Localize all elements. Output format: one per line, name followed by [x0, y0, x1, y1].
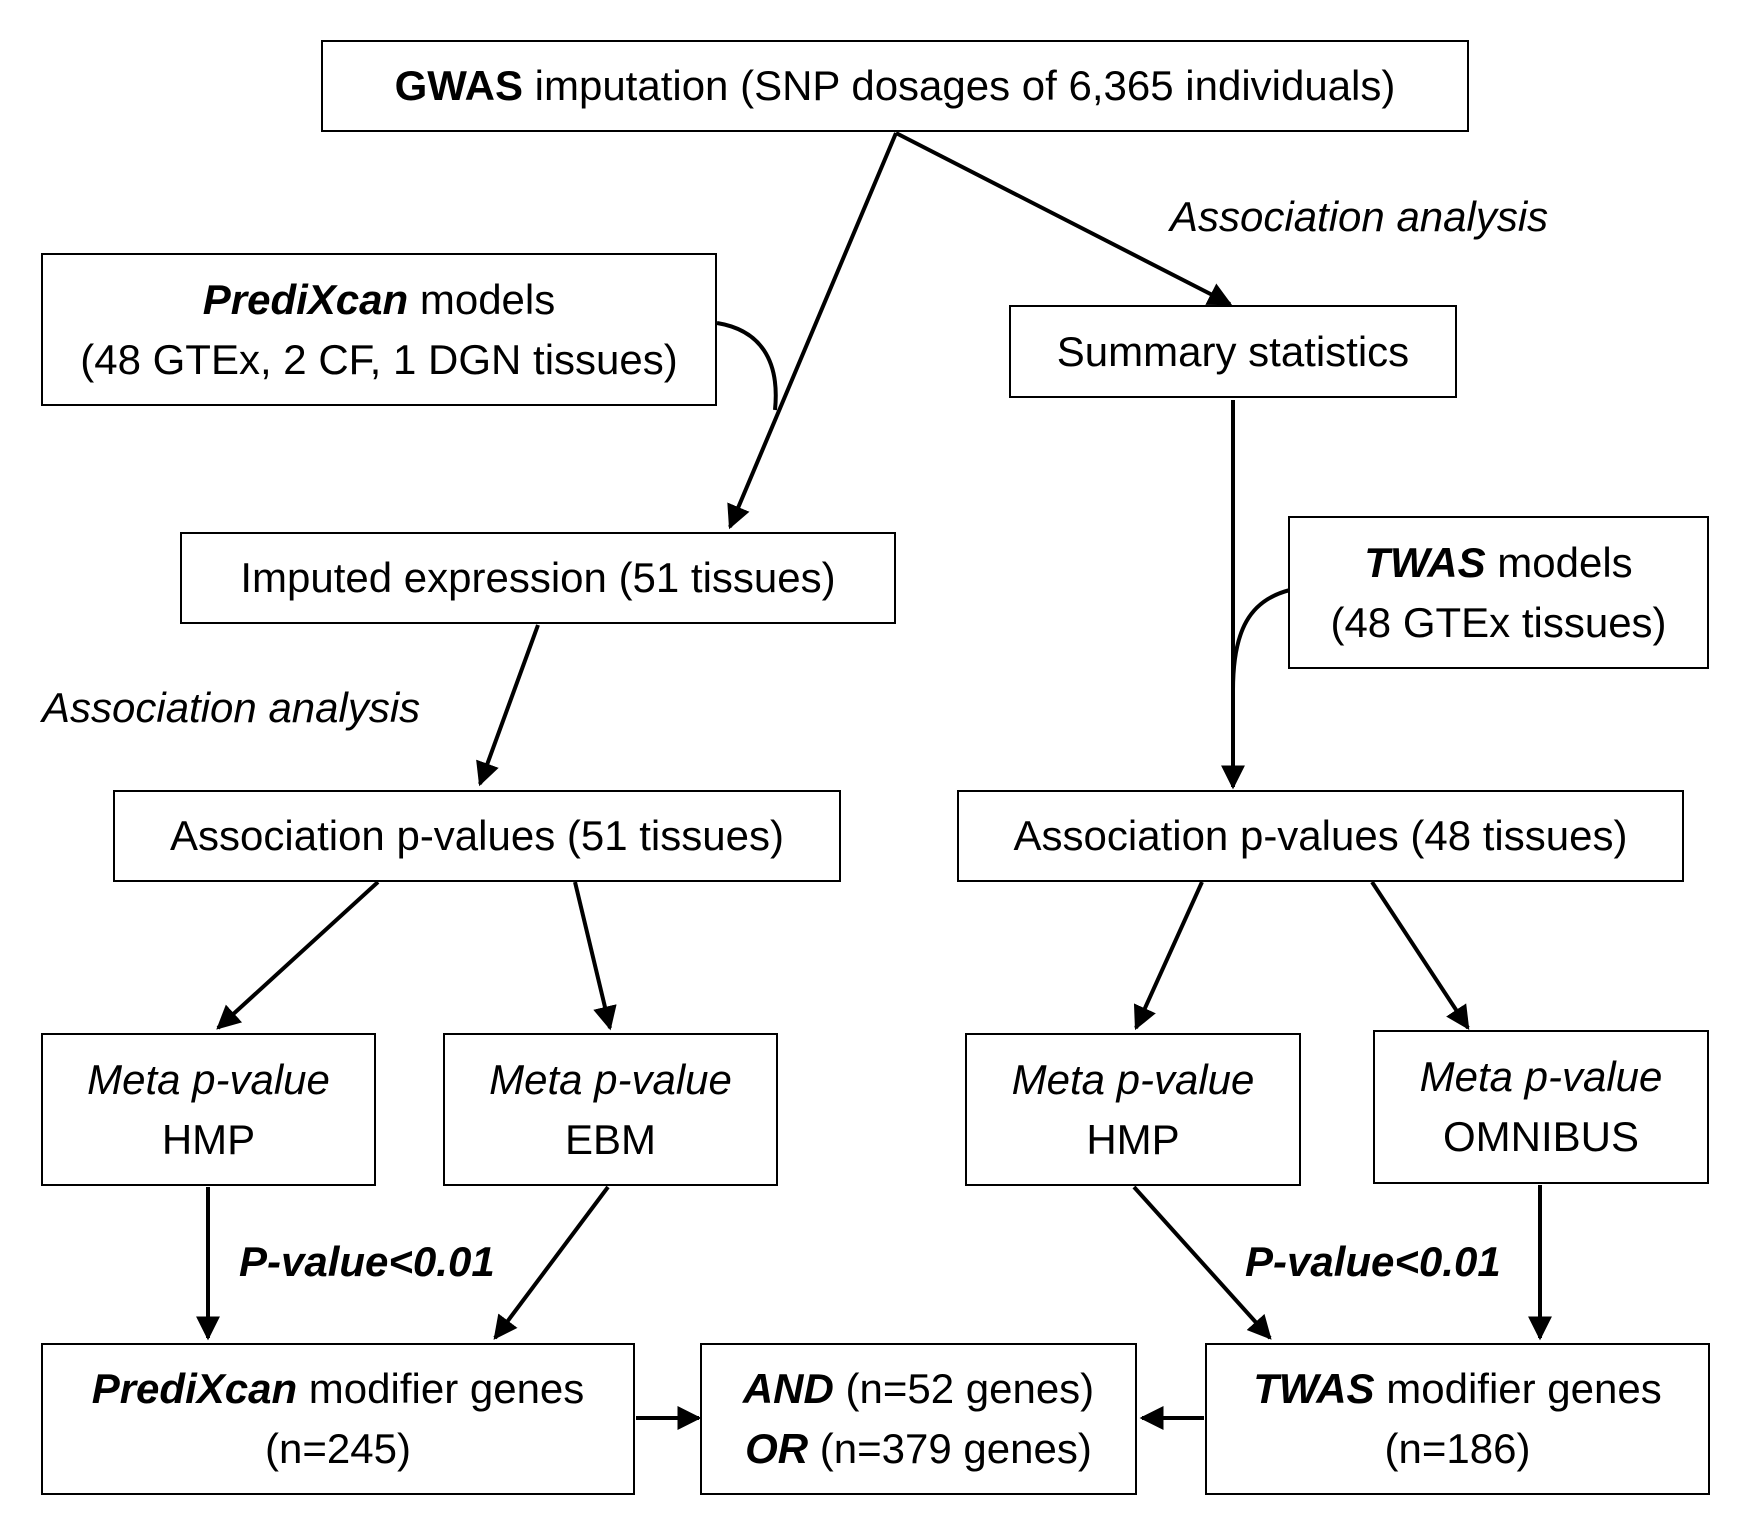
pvalue-threshold-label-right: P-value<0.01	[1245, 1238, 1501, 1285]
association-pvalues-right-box: Association p-values (48 tissues)	[957, 790, 1684, 882]
imputed-expression-label: Imputed expression (51 tissues)	[240, 554, 836, 601]
twas-models-detail: (48 GTEx tissues)	[1330, 598, 1667, 646]
connector-twas-models	[1231, 588, 1291, 691]
meta-pvalue-label: Meta p-value	[1419, 1053, 1663, 1100]
meta-pvalue-label: Meta p-value	[87, 1055, 330, 1103]
predixcan-models-detail: (48 GTEx, 2 CF, 1 DGN tissues)	[80, 335, 678, 383]
and-genes-label: AND (n=52 genes)	[742, 1365, 1095, 1412]
arrow-assoc-left-to-ebm	[573, 881, 617, 1031]
arrow-assoc-left-to-hmp	[216, 880, 380, 1030]
meta-pvalue-label: Meta p-value	[1011, 1055, 1255, 1103]
meta-method-label: OMNIBUS	[1442, 1113, 1639, 1160]
predixcan-genes-title: PrediXcan modifier genes	[91, 1365, 585, 1412]
predixcan-models-title: PrediXcan models	[202, 275, 556, 323]
combined-genes-box: AND (n=52 genes) OR (n=379 genes)	[700, 1343, 1137, 1495]
meta-hmp-left-box: Meta p-value HMP	[41, 1033, 376, 1186]
imputed-expression-box: Imputed expression (51 tissues)	[180, 532, 896, 624]
meta-method-label: HMP	[161, 1115, 256, 1163]
arrow-assoc-right-to-omnibus	[1370, 880, 1470, 1031]
twas-genes-title: TWAS modifier genes	[1253, 1365, 1662, 1412]
meta-ebm-box: Meta p-value EBM	[443, 1033, 778, 1186]
pvalue-threshold-label-left: P-value<0.01	[239, 1238, 495, 1285]
association-pvalues-left-box: Association p-values (51 tissues)	[113, 790, 841, 882]
meta-hmp-right-box: Meta p-value HMP	[965, 1033, 1301, 1186]
meta-method-label: EBM	[564, 1115, 656, 1163]
gwas-imputation-label: GWAS imputation (SNP dosages of 6,365 in…	[394, 62, 1396, 109]
predixcan-genes-count: (n=245)	[265, 1425, 411, 1472]
association-analysis-label-left: Association analysis	[42, 684, 421, 731]
twas-models-box: TWAS models (48 GTEx tissues)	[1288, 516, 1709, 669]
predixcan-models-box: PrediXcan models (48 GTEx, 2 CF, 1 DGN t…	[41, 253, 717, 406]
connector-predixcan-models	[716, 321, 778, 411]
gwas-imputation-box: GWAS imputation (SNP dosages of 6,365 in…	[321, 40, 1469, 132]
association-pvalues-right-label: Association p-values (48 tissues)	[1013, 812, 1628, 859]
meta-omnibus-box: Meta p-value OMNIBUS	[1373, 1030, 1709, 1184]
meta-method-label: HMP	[1086, 1115, 1180, 1163]
association-pvalues-left-label: Association p-values (51 tissues)	[170, 812, 784, 859]
summary-statistics-label: Summary statistics	[1056, 327, 1410, 375]
arrow-imputed-to-assoc-left	[476, 624, 540, 787]
or-genes-label: OR (n=379 genes)	[745, 1425, 1092, 1472]
arrow-hmp-right-to-genes	[1132, 1185, 1272, 1340]
twas-modifier-genes-box: TWAS modifier genes (n=186)	[1205, 1343, 1710, 1495]
twas-models-title: TWAS models	[1364, 538, 1633, 586]
arrow-gwas-to-summary	[895, 131, 1233, 306]
meta-pvalue-label: Meta p-value	[489, 1055, 732, 1103]
twas-genes-count: (n=186)	[1384, 1425, 1531, 1472]
summary-statistics-box: Summary statistics	[1009, 305, 1457, 398]
arrow-ebm-to-genes	[493, 1185, 610, 1340]
predixcan-modifier-genes-box: PrediXcan modifier genes (n=245)	[41, 1343, 635, 1495]
arrow-assoc-right-to-hmp	[1133, 881, 1204, 1031]
association-analysis-label-right: Association analysis	[1170, 193, 1549, 240]
arrow-gwas-to-imputed	[727, 132, 898, 530]
